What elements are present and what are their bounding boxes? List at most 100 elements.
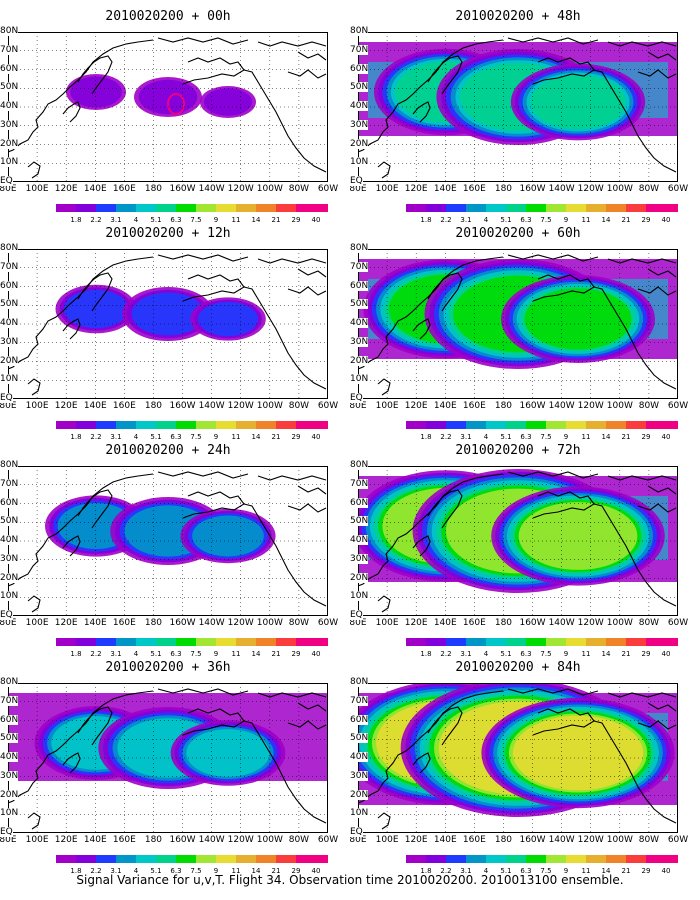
colorbar-swatch xyxy=(606,421,626,429)
colorbar-swatch xyxy=(136,855,156,863)
lat-tick-label: 30N xyxy=(350,770,369,781)
lon-tick-label: 160W xyxy=(519,401,546,411)
lon-tick-label: 140W xyxy=(198,835,225,845)
lon-tick-label: 100W xyxy=(606,618,633,628)
colorbar-swatch xyxy=(586,204,606,212)
lon-tick-label: 120E xyxy=(404,184,428,194)
colorbar-swatch xyxy=(56,638,76,646)
colorbar-svg: 1.8 2.2 3.1 4 5.1 6.3 7.5 9 11 14 21 29 40 xyxy=(406,638,686,658)
colorbar-label: 5.1 xyxy=(150,433,161,441)
coastline xyxy=(412,535,431,557)
coastline xyxy=(427,55,463,95)
coastline xyxy=(607,692,677,698)
colorbar-label: 7.5 xyxy=(190,650,201,658)
coastline xyxy=(412,752,431,774)
colorbar-label: 11 xyxy=(582,216,591,224)
panel-title: 2010020200 + 00h xyxy=(105,9,231,24)
lat-tick-label: 60N xyxy=(0,63,19,74)
colorbar-swatch xyxy=(666,638,686,646)
lon-tick-label: 140E xyxy=(433,618,457,628)
map-frame xyxy=(8,466,328,616)
colorbar-label: 4 xyxy=(134,433,139,441)
coastline xyxy=(427,706,463,746)
colorbar-swatch xyxy=(156,204,176,212)
lat-tick-label: 60N xyxy=(0,714,19,725)
lon-tick-label: 120E xyxy=(54,618,78,628)
coastline xyxy=(358,256,504,370)
colorbar-label: 9 xyxy=(564,433,568,441)
colorbar-label: 7.5 xyxy=(190,433,201,441)
colorbar-swatch xyxy=(586,638,606,646)
panel-60h: 2010020200 + 60h 1.8 2.2 3.1 4 5.1 6.3 7.5 9 11 1… xyxy=(349,225,688,441)
lon-tick-label: 100W xyxy=(256,618,283,628)
colorbar-swatch xyxy=(156,855,176,863)
map xyxy=(358,32,678,182)
lat-tick-label: 50N xyxy=(0,516,19,527)
lon-tick-label: 80W xyxy=(638,618,660,628)
colorbar-label: 2.2 xyxy=(90,216,101,224)
lat-tick-label: EQ xyxy=(350,393,363,403)
lon-tick-label: 120W xyxy=(227,401,254,411)
lon-tick-label: 180 xyxy=(494,618,513,628)
colorbar-swatch xyxy=(196,421,216,429)
colorbar-label: 11 xyxy=(582,650,591,658)
coastline xyxy=(637,720,677,730)
colorbar-swatch xyxy=(426,855,446,863)
variance-contour xyxy=(524,288,632,350)
lat-tick-label: 60N xyxy=(350,497,369,508)
panel-72h: 2010020200 + 72h 1.8 2.2 3.1 4 5.1 6.3 7.5 9 11 1… xyxy=(349,442,688,658)
colorbar-label: 40 xyxy=(662,867,671,875)
lat-tick-label: 30N xyxy=(0,119,19,130)
colorbar-swatch xyxy=(196,638,216,646)
colorbar-swatch xyxy=(96,204,116,212)
colorbar-swatch xyxy=(566,638,586,646)
colorbar: 1.8 2.2 3.1 4 5.1 6.3 7.5 9 11 14 21 29 40 xyxy=(8,421,336,441)
coastline xyxy=(297,51,327,61)
colorbar-swatch xyxy=(446,421,466,429)
coastline xyxy=(637,503,677,513)
colorbar-label: 9 xyxy=(214,433,218,441)
lat-tick-label: 20N xyxy=(0,138,19,149)
lon-tick-label: 100W xyxy=(256,184,283,194)
lat-tick-label: EQ xyxy=(350,827,363,837)
coastline xyxy=(593,286,677,390)
lon-tick-label: 80E xyxy=(349,184,367,194)
lat-tick-label: 40N xyxy=(350,101,369,111)
colorbar-label: 3.1 xyxy=(110,433,121,441)
lon-tick-label: 140W xyxy=(548,618,575,628)
panel-title: 2010020200 + 12h xyxy=(105,226,231,241)
colorbar-swatch xyxy=(216,855,236,863)
lon-tick-label: 100E xyxy=(25,618,49,628)
coastline xyxy=(157,471,249,479)
colorbar-label: 3.1 xyxy=(460,433,471,441)
coastline xyxy=(62,101,81,123)
colorbar-label: 29 xyxy=(642,867,651,875)
colorbar-label: 4 xyxy=(134,216,139,224)
coastline xyxy=(27,378,41,396)
variance-contour xyxy=(203,88,253,116)
colorbar-label: 6.3 xyxy=(170,433,181,441)
colorbar-label: 5.1 xyxy=(150,867,161,875)
lon-tick-label: 180 xyxy=(144,835,163,845)
colorbar-swatch xyxy=(276,638,296,646)
colorbar-swatch xyxy=(546,638,566,646)
lat-tick-label: 10N xyxy=(0,591,19,602)
colorbar-swatch xyxy=(256,638,276,646)
coastline xyxy=(27,161,41,179)
lat-tick-label: EQ xyxy=(350,176,363,186)
colorbar-label: 21 xyxy=(622,433,631,441)
lon-tick-label: 120W xyxy=(227,835,254,845)
lon-tick-label: 140E xyxy=(433,184,457,194)
colorbar-swatch xyxy=(566,421,586,429)
colorbar-swatch xyxy=(526,421,546,429)
colorbar-label: 1.8 xyxy=(70,433,81,441)
lon-tick-label: 120E xyxy=(54,184,78,194)
lon-tick-label: 100E xyxy=(375,618,399,628)
colorbar-swatch xyxy=(506,421,526,429)
colorbar-label: 11 xyxy=(232,216,241,224)
lon-tick-label: 100E xyxy=(375,184,399,194)
lat-tick-label: 10N xyxy=(350,808,369,819)
colorbar-swatch xyxy=(446,855,466,863)
colorbar-label: 1.8 xyxy=(70,216,81,224)
colorbar-label: 7.5 xyxy=(190,216,201,224)
